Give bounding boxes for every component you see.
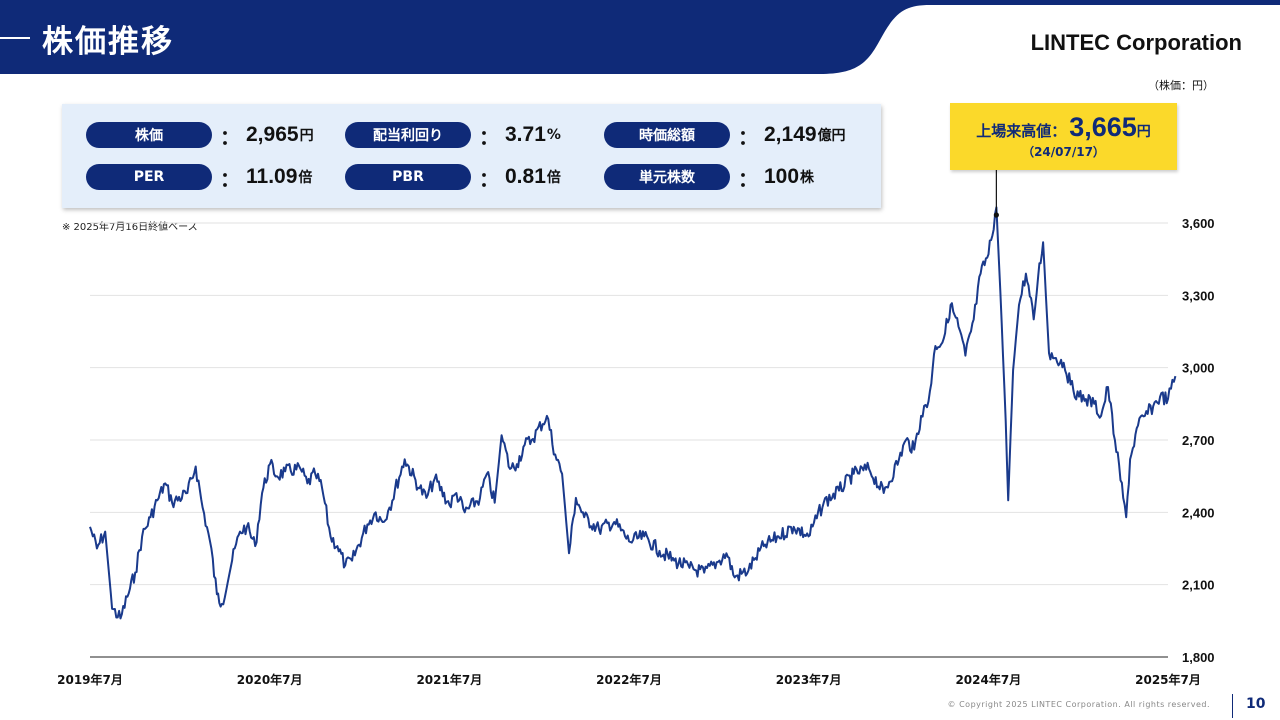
kpi-value: 100 — [764, 165, 800, 188]
kpi-label: PER — [86, 164, 212, 190]
y-tick-label: 2,100 — [1182, 578, 1215, 593]
kpi-market-cap: 時価総額 ： 2,149 億円 — [604, 122, 846, 149]
y-tick-label: 2,700 — [1182, 433, 1215, 448]
kpi-colon: ： — [738, 124, 758, 149]
kpi-label: PBR — [345, 164, 471, 190]
kpi-pbr: PBR ： 0.81 倍 — [345, 164, 561, 191]
kpi-unit: 円 — [299, 128, 314, 144]
footer-divider — [1232, 694, 1233, 718]
y-tick-label: 1,800 — [1182, 650, 1215, 665]
kpi-label: 配当利回り — [345, 122, 471, 148]
callout-date: （24/07/17） — [1022, 145, 1105, 159]
kpi-unit: 株 — [800, 170, 815, 186]
company-logo-text: LINTEC Corporation — [1030, 30, 1242, 55]
x-tick-label: 2019年7月 — [57, 672, 123, 687]
kpi-unit: 倍 — [546, 170, 561, 186]
kpi-value: 3.71 — [505, 123, 546, 146]
x-tick-label: 2020年7月 — [237, 672, 303, 687]
price-series-line — [89, 206, 1177, 620]
basis-note: ※ 2025年7月16日終値ベース — [62, 222, 198, 233]
kpi-value: 2,965 — [246, 123, 299, 146]
copyright: © Copyright 2025 LINTEC Corporation. All… — [947, 700, 1210, 709]
kpi-label: 株価 — [86, 122, 212, 148]
x-tick-label: 2024年7月 — [955, 672, 1021, 687]
kpi-label: 時価総額 — [604, 122, 730, 148]
kpi-dividend-yield: 配当利回り ： 3.71 % — [345, 122, 561, 149]
header-band — [0, 0, 1280, 74]
y-tick-label: 3,000 — [1182, 361, 1215, 376]
callout-value: 3,665 — [1069, 112, 1137, 142]
peak-marker — [993, 212, 999, 218]
callout-unit: 円 — [1136, 124, 1151, 140]
title-rule — [0, 37, 30, 39]
page-title: 株価推移 — [42, 24, 174, 60]
x-tick-label: 2025年7月 — [1135, 672, 1201, 687]
kpi-unit: % — [546, 127, 561, 143]
x-tick-label: 2022年7月 — [596, 672, 662, 687]
unit-label: （株価：円） — [1148, 79, 1214, 92]
kpi-unit: 億円 — [817, 128, 846, 144]
y-tick-label: 2,400 — [1182, 505, 1215, 520]
kpi-colon: ： — [738, 166, 758, 191]
kpi-value: 11.09 — [246, 165, 298, 188]
kpi-colon: ： — [479, 166, 499, 191]
x-tick-label: 2021年7月 — [416, 672, 482, 687]
kpi-value: 0.81 — [505, 165, 546, 188]
x-tick-label: 2023年7月 — [776, 672, 842, 687]
callout-label: 上場来高値： — [976, 122, 1067, 140]
kpi-stock-price: 株価 ： 2,965 円 — [86, 122, 314, 149]
kpi-value: 2,149 — [764, 123, 817, 146]
kpi-colon: ： — [220, 124, 240, 149]
page-number: 10 — [1246, 696, 1266, 712]
kpi-unit: 倍 — [298, 170, 313, 186]
kpi-trading-unit: 単元株数 ： 100 株 — [604, 164, 815, 191]
kpi-colon: ： — [220, 166, 240, 191]
kpi-per: PER ： 11.09 倍 — [86, 164, 313, 191]
y-tick-label: 3,600 — [1182, 216, 1215, 231]
kpi-label: 単元株数 — [604, 164, 730, 190]
all-time-high-callout: 上場来高値： 3,665 円 （24/07/17） — [950, 103, 1177, 170]
kpi-panel: 株価 ： 2,965 円 配当利回り ： 3.71 % 時価総額 ： 2,149… — [62, 104, 881, 208]
y-tick-label: 3,300 — [1182, 288, 1215, 303]
kpi-colon: ： — [479, 124, 499, 149]
